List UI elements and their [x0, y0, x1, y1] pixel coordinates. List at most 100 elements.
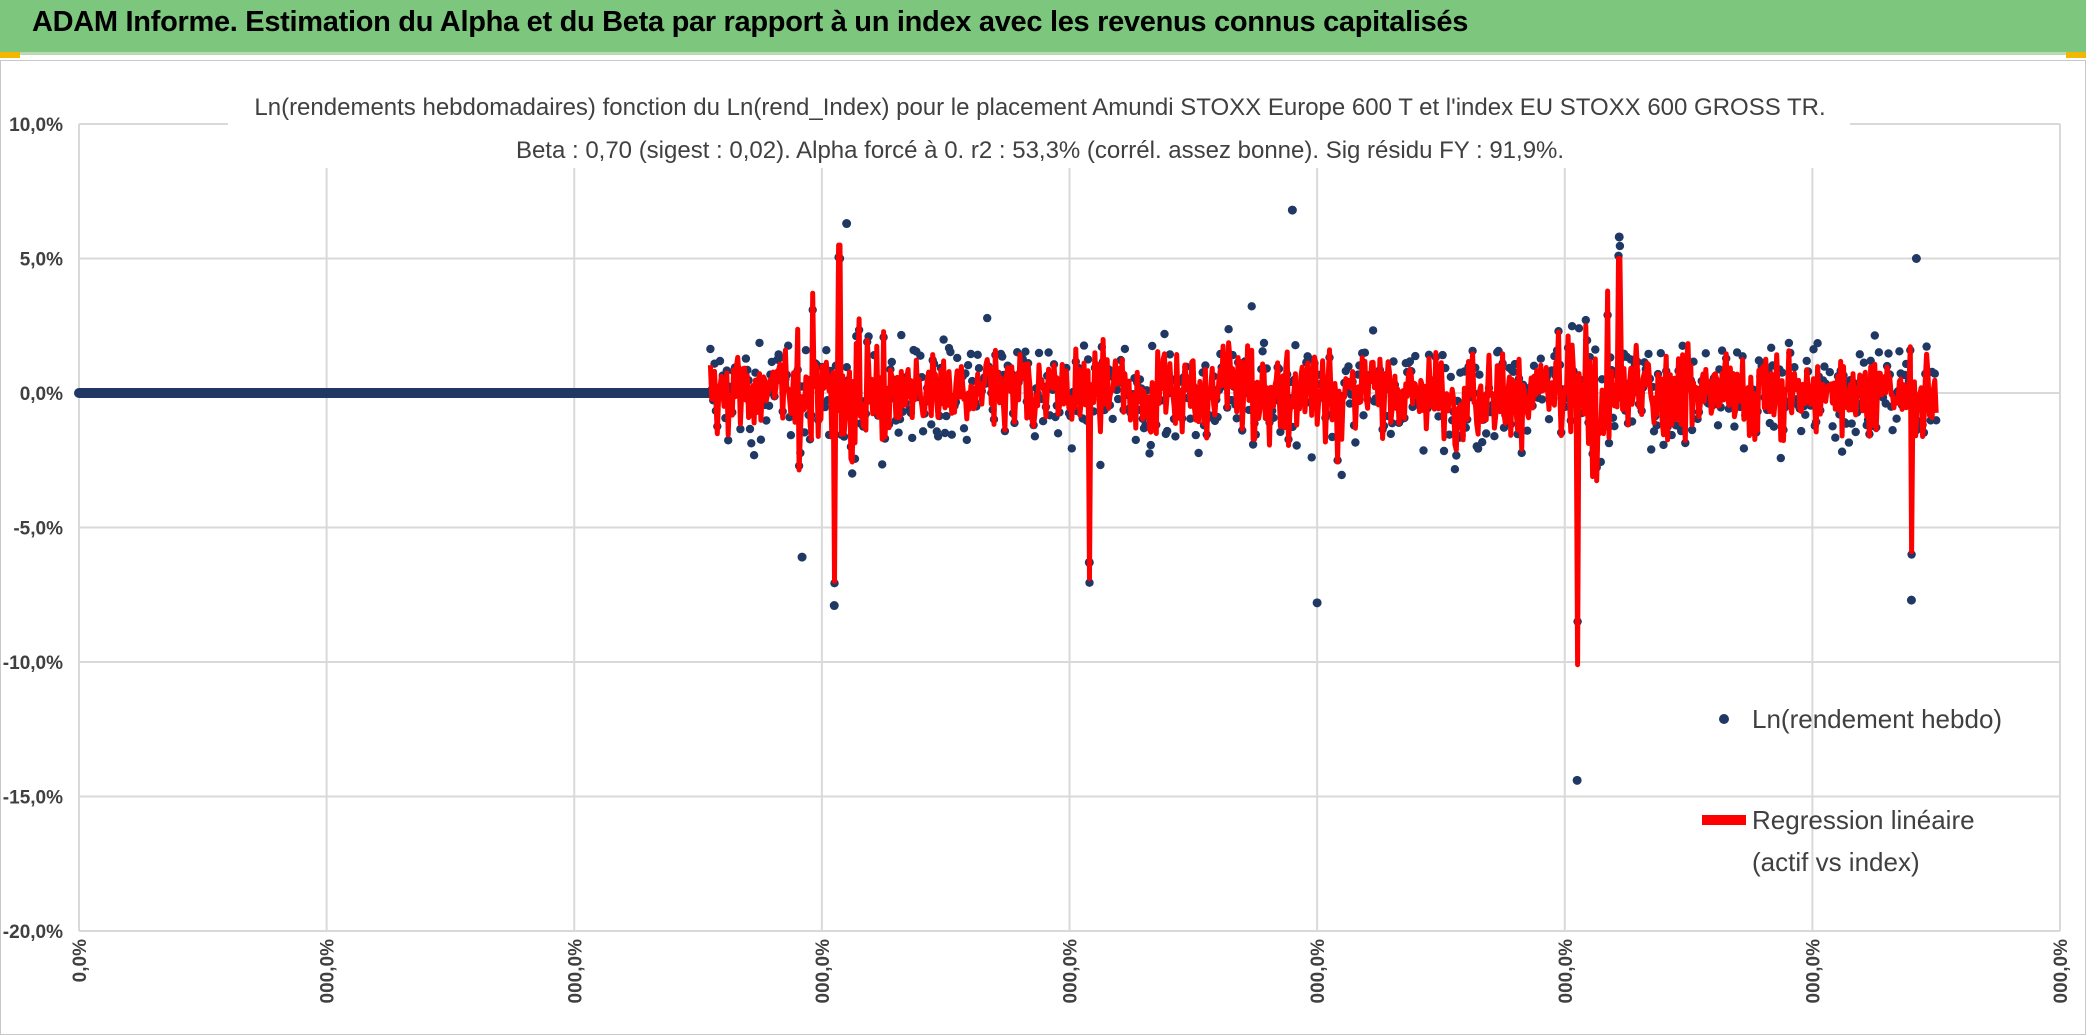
- y-tick-label: 10,0%: [9, 115, 63, 136]
- data-point: [1767, 343, 1776, 352]
- data-point: [1434, 412, 1443, 421]
- data-point: [1445, 430, 1454, 439]
- report-title: ADAM Informe. Estimation du Alpha et du …: [32, 6, 1469, 38]
- data-point: [1523, 426, 1532, 435]
- data-point: [968, 376, 977, 386]
- data-point: [1131, 435, 1141, 445]
- data-point: [1888, 426, 1897, 435]
- data-point: [983, 313, 992, 323]
- data-point: [1276, 427, 1285, 437]
- data-point: [897, 330, 906, 340]
- data-point: [1537, 395, 1547, 404]
- data-point: [1368, 326, 1378, 335]
- data-point: [1490, 432, 1499, 441]
- data-point: [1825, 368, 1835, 377]
- data-point: [1232, 414, 1241, 423]
- data-point: [1148, 341, 1157, 351]
- data-point: [927, 420, 936, 429]
- data-point: [1478, 438, 1487, 447]
- data-point: [741, 354, 751, 363]
- data-point: [1201, 361, 1210, 370]
- x-tick-label: 000,0%: [1803, 939, 1824, 1004]
- legend-marker-points: [1719, 714, 1729, 724]
- data-point: [1687, 425, 1697, 435]
- data-point: [1739, 444, 1749, 453]
- points-series: [74, 205, 1941, 785]
- data-point-notable: [829, 601, 839, 611]
- data-point: [998, 352, 1007, 361]
- y-tick-label: 0,0%: [20, 384, 63, 405]
- data-point: [1067, 444, 1077, 453]
- data-point: [1475, 370, 1484, 379]
- data-point-notable: [1906, 595, 1916, 605]
- chart-title: Ln(rendements hebdomadaires) fonction du…: [254, 94, 1825, 121]
- data-point: [1291, 341, 1300, 350]
- data-point: [1859, 358, 1869, 367]
- y-tick-label: -5,0%: [13, 519, 63, 540]
- data-point: [933, 432, 943, 441]
- data-point: [1446, 372, 1456, 382]
- data-point: [1837, 447, 1847, 456]
- x-axis-ticks: 0,0% 000,0% 000,0% 000,0% 000,0% 000,0% 000,0%…: [70, 939, 2072, 1004]
- data-point: [1405, 357, 1415, 366]
- data-point: [894, 428, 903, 437]
- data-point: [1411, 351, 1420, 361]
- data-point: [724, 436, 733, 445]
- data-point: [1258, 347, 1267, 356]
- regression-series: [707, 242, 1939, 668]
- data-point: [878, 460, 887, 469]
- data-point: [1844, 438, 1854, 447]
- x-tick-label: 000,0%: [813, 939, 834, 1004]
- data-point: [1813, 339, 1822, 348]
- data-point: [962, 435, 971, 445]
- data-point: [756, 435, 766, 444]
- data-point: [940, 428, 950, 438]
- data-point: [947, 430, 956, 439]
- data-point: [1784, 338, 1794, 348]
- data-point: [1809, 345, 1818, 354]
- data-point: [1120, 344, 1130, 354]
- data-point: [747, 439, 756, 448]
- data-point: [1108, 414, 1117, 424]
- title-background: [228, 88, 1850, 168]
- data-point: [1165, 350, 1175, 359]
- data-point: [1113, 394, 1123, 404]
- data-point: [1820, 362, 1829, 371]
- data-point: [908, 433, 917, 443]
- data-point: [1224, 325, 1233, 334]
- x-tick-label: 000,0%: [1061, 939, 1082, 1004]
- data-point: [1790, 363, 1799, 372]
- data-point: [916, 351, 925, 360]
- data-point: [1567, 322, 1577, 331]
- data-point: [1344, 362, 1353, 371]
- data-point-notable: [797, 552, 807, 562]
- corner-marker-left: [0, 52, 20, 58]
- x-tick-label: 000,0%: [2051, 939, 2072, 1004]
- data-point: [1544, 415, 1554, 424]
- y-tick-label: -10,0%: [3, 653, 63, 674]
- data-point: [1604, 438, 1614, 448]
- chart-legend: Ln(rendement hebdo) Regression linéaire …: [1702, 704, 2002, 877]
- legend-label-points: Ln(rendement hebdo): [1752, 704, 2002, 734]
- data-point: [1831, 433, 1840, 442]
- data-point: [973, 350, 982, 359]
- x-tick-label: 000,0%: [565, 939, 586, 1004]
- data-point: [1191, 430, 1201, 440]
- data-point: [775, 353, 785, 362]
- data-point: [1656, 349, 1666, 358]
- data-point-notable: [1572, 775, 1582, 785]
- data-point: [1777, 368, 1787, 377]
- data-point: [1337, 470, 1346, 480]
- data-point: [1424, 350, 1434, 359]
- data-point: [1499, 423, 1509, 432]
- data-point: [706, 344, 715, 354]
- data-point: [1517, 448, 1526, 458]
- regression-line: [707, 242, 1939, 668]
- data-point: [1713, 421, 1723, 430]
- legend-label-line-2: (actif vs index): [1752, 847, 1920, 877]
- data-point: [1851, 427, 1860, 437]
- data-point: [1160, 329, 1169, 339]
- data-point: [1034, 348, 1044, 358]
- data-point: [1351, 438, 1360, 447]
